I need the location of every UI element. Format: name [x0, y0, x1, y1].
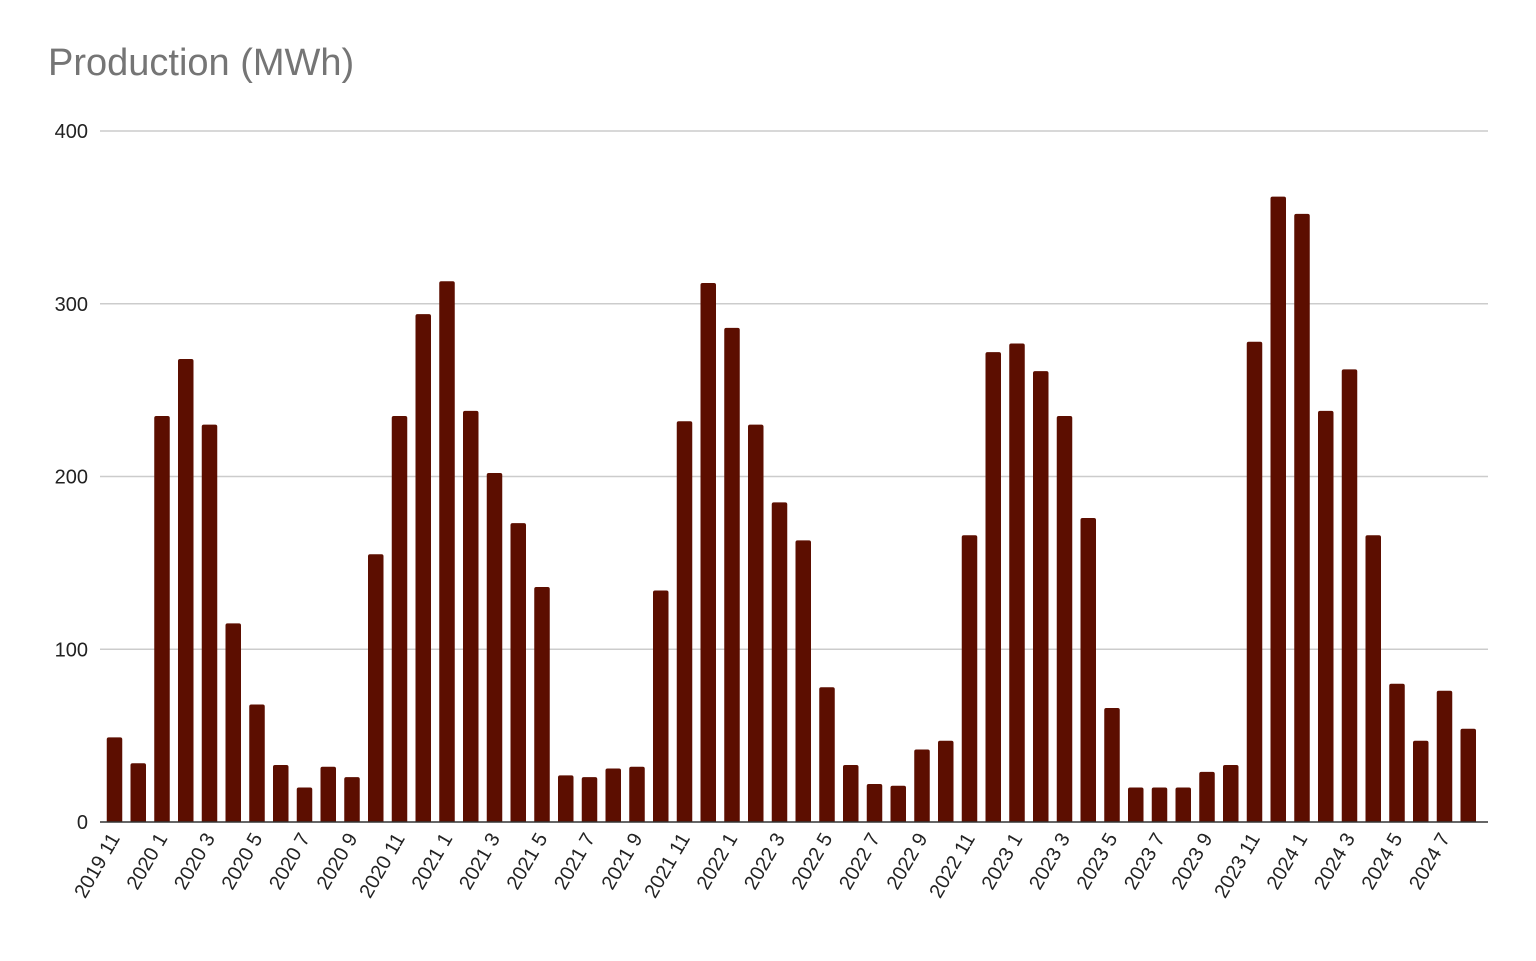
x-tick-label: 2021 11	[640, 830, 694, 902]
x-tick-label: 2021 3	[455, 830, 505, 894]
bar	[629, 766, 645, 822]
bar	[1341, 369, 1358, 822]
bar	[344, 777, 360, 822]
x-tick-label: 2019 11	[70, 830, 124, 902]
bar	[1318, 410, 1334, 822]
bar	[748, 424, 764, 822]
bar	[653, 590, 669, 822]
chart-title: Production (MWh)	[48, 42, 355, 84]
bar	[938, 740, 954, 822]
bar	[1436, 690, 1453, 822]
bar	[581, 777, 598, 822]
bar	[201, 424, 218, 822]
bar	[1413, 740, 1429, 822]
y-tick-label: 100	[55, 639, 88, 661]
x-tick-label: 2020 11	[355, 830, 409, 902]
bar	[249, 704, 265, 822]
x-tick-label: 2022 7	[835, 830, 885, 894]
bar	[320, 766, 336, 822]
bar	[439, 281, 455, 823]
x-tick-label: 2023 1	[978, 830, 1028, 894]
y-tick-label: 200	[55, 467, 88, 489]
x-tick-label: 2024 3	[1310, 830, 1360, 894]
x-tick-label: 2024 5	[1358, 830, 1408, 894]
x-tick-label: 2022 3	[740, 830, 790, 894]
bar	[1175, 787, 1191, 822]
bar	[605, 768, 621, 822]
x-tick-label: 2020 1	[123, 830, 173, 894]
x-tick-label: 2020 9	[313, 830, 363, 894]
bar	[1128, 787, 1144, 822]
bar	[510, 523, 526, 822]
y-tick-label: 300	[55, 294, 88, 316]
y-tick-label: 0	[77, 812, 88, 834]
bar	[771, 502, 788, 822]
bar	[178, 359, 194, 822]
bar	[273, 764, 289, 822]
x-tick-label: 2020 5	[218, 830, 268, 894]
bar	[985, 352, 1001, 822]
bar	[1365, 535, 1381, 822]
x-tick-label: 2022 5	[788, 830, 838, 894]
x-tick-label: 2020 7	[265, 830, 315, 894]
bar	[534, 587, 550, 822]
bar	[676, 421, 693, 822]
bar	[1270, 196, 1286, 822]
bar	[130, 763, 146, 822]
x-tick-label: 2024 7	[1405, 830, 1455, 894]
bar	[1009, 343, 1025, 822]
y-axis-ticks: 0 100 200 300 400	[55, 121, 88, 834]
x-tick-label: 2021 1	[408, 830, 458, 894]
bar	[296, 787, 313, 822]
bar	[463, 410, 479, 822]
bar	[1056, 416, 1073, 822]
bar	[866, 783, 883, 822]
bar	[1223, 764, 1239, 822]
bar	[391, 416, 408, 822]
bar	[1104, 707, 1120, 822]
bar	[106, 737, 123, 822]
x-tick-label: 2021 7	[550, 830, 600, 894]
bar	[1389, 683, 1405, 822]
bar	[415, 314, 431, 822]
x-tick-label: 2023 9	[1168, 830, 1218, 894]
bar	[225, 623, 241, 822]
x-tick-label: 2022 11	[925, 830, 979, 902]
bar	[1151, 787, 1168, 822]
bar	[1199, 771, 1215, 822]
bar	[819, 687, 835, 822]
x-tick-label: 2023 3	[1025, 830, 1075, 894]
x-tick-label: 2021 9	[598, 830, 648, 894]
bar	[890, 785, 906, 822]
bars	[106, 196, 1476, 823]
bar	[724, 327, 740, 822]
bar	[843, 764, 859, 822]
x-tick-label: 2022 9	[883, 830, 933, 894]
bar	[1460, 728, 1476, 822]
bar	[700, 283, 716, 822]
x-tick-label: 2023 5	[1073, 830, 1123, 894]
x-tick-label: 2023 11	[1210, 830, 1264, 902]
x-tick-label: 2023 7	[1120, 830, 1170, 894]
bar	[914, 749, 930, 822]
y-tick-label: 400	[55, 121, 88, 143]
x-tick-label: 2021 5	[503, 830, 553, 894]
bar	[1033, 371, 1049, 822]
bar	[1080, 517, 1096, 822]
bar	[558, 775, 574, 822]
x-tick-label: 2022 1	[693, 830, 743, 894]
bar	[1294, 213, 1310, 823]
bar	[795, 540, 811, 822]
bar	[1246, 341, 1263, 822]
bar	[368, 554, 384, 822]
x-tick-label: 2024 1	[1263, 830, 1313, 894]
bar	[486, 473, 503, 822]
bar	[154, 416, 170, 822]
x-tick-label: 2020 3	[170, 830, 220, 894]
bar	[961, 535, 978, 822]
